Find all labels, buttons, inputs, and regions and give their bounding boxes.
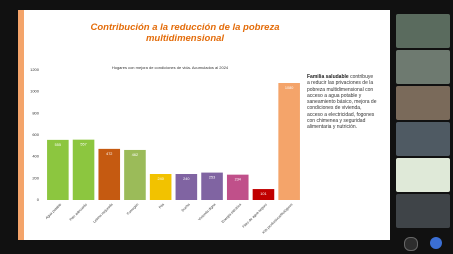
chart: Hogares con mejora de condiciones de vid…	[0, 0, 453, 254]
x-tick-label: Kits productivos/biológicos	[262, 202, 294, 234]
bar	[124, 150, 146, 200]
bar	[73, 140, 95, 200]
value-label: 101	[260, 192, 266, 196]
x-tick-label: Filtro de agua seguro	[242, 202, 268, 228]
value-label: 240	[157, 177, 163, 181]
value-label: 253	[209, 176, 215, 180]
y-tick-label: 0	[37, 197, 40, 202]
y-tick-label: 600	[32, 132, 39, 137]
y-tick-label: 800	[32, 110, 39, 115]
value-label: 555	[55, 143, 61, 147]
x-tick-label: Agua potable	[45, 203, 62, 220]
y-tick-label: 1000	[30, 89, 40, 94]
bar	[278, 83, 300, 200]
x-tick-label: Pila	[158, 202, 165, 209]
bar	[98, 149, 120, 200]
value-label: 557	[80, 143, 86, 147]
chart-subtitle: Hogares con mejora de condiciones de vid…	[112, 65, 229, 70]
value-label: 1080	[285, 86, 293, 90]
x-tick-label: Ducha	[181, 202, 191, 212]
x-tick-label: Energía eléctrica	[221, 202, 242, 223]
x-tick-label: Fumogón	[126, 203, 139, 216]
x-tick-label: Letrina mejorada	[92, 202, 113, 223]
value-label: 240	[183, 177, 189, 181]
value-label: 462	[132, 153, 138, 157]
value-label: 234	[235, 178, 241, 182]
y-tick-label: 200	[32, 175, 39, 180]
x-tick-label: Piso adecuado	[69, 203, 88, 222]
y-tick-label: 400	[32, 154, 39, 159]
value-label: 472	[106, 152, 112, 156]
x-tick-label: Vivienda digna	[197, 202, 216, 221]
y-tick-label: 1200	[30, 67, 40, 72]
screen: Contribución a la reducción de la pobrez…	[0, 0, 453, 254]
bar	[47, 140, 69, 200]
